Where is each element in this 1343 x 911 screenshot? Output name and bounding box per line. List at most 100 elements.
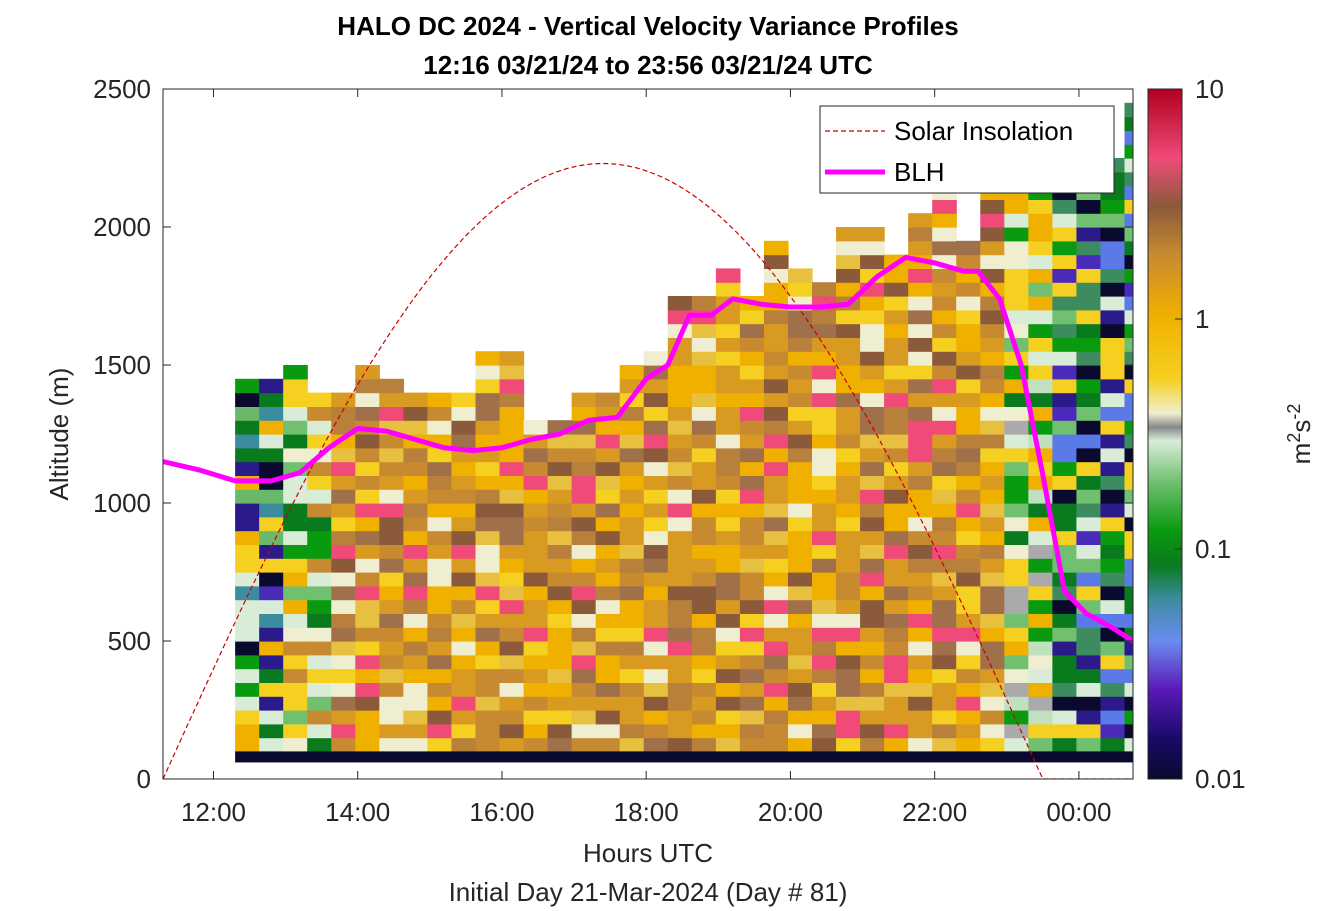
heatmap-cell: [908, 682, 933, 697]
heatmap-cell: [619, 737, 645, 752]
heatmap-cell: [475, 710, 501, 725]
heatmap-cell: [235, 406, 260, 421]
heatmap-cell: [715, 406, 741, 421]
heatmap-cell: [739, 337, 765, 352]
heatmap-cell: [860, 378, 885, 394]
heatmap-cell: [475, 585, 501, 601]
heatmap-cell: [307, 737, 332, 752]
heatmap-cell: [523, 668, 549, 683]
heatmap-cell: [1124, 572, 1133, 587]
heatmap-cell: [787, 710, 813, 725]
heatmap-cell: [908, 737, 933, 752]
heatmap-cell: [836, 723, 861, 739]
heatmap-cell: [379, 585, 404, 601]
heatmap-cell: [1052, 558, 1078, 573]
variance-heatmap: [235, 102, 1133, 763]
heatmap-cell: [355, 710, 380, 725]
heatmap-cell: [643, 599, 669, 614]
heatmap-cell: [763, 682, 789, 697]
heatmap-cell: [355, 696, 380, 711]
heatmap-cell: [884, 447, 909, 463]
heatmap-cell: [355, 723, 380, 739]
heatmap-cell: [235, 544, 260, 559]
heatmap-cell: [1124, 365, 1133, 380]
heatmap-cell: [355, 668, 380, 683]
heatmap-cell: [619, 682, 645, 697]
plot-frame: [162, 88, 1134, 780]
heatmap-cell: [763, 654, 789, 670]
heatmap-cell: [547, 461, 573, 476]
heatmap-cell: [739, 434, 765, 449]
heatmap-cell: [307, 723, 332, 739]
heatmap-cell: [595, 613, 621, 628]
heatmap-cell: [715, 558, 741, 573]
heatmap-cell: [547, 585, 573, 601]
heatmap-cell: [523, 613, 549, 628]
heatmap-cell: [1124, 309, 1133, 325]
heatmap-cell: [884, 268, 909, 283]
heatmap-cell: [980, 406, 1005, 421]
heatmap-cell: [956, 461, 981, 476]
heatmap-cell: [475, 489, 501, 504]
heatmap-cell: [283, 654, 308, 670]
heatmap-cell: [619, 710, 645, 725]
heatmap-cell: [547, 654, 573, 670]
heatmap-cell: [595, 489, 621, 504]
heatmap-cell: [691, 351, 717, 366]
heatmap-cell: [643, 585, 669, 601]
heatmap-cell: [836, 558, 861, 573]
heatmap-cell: [715, 530, 741, 545]
heatmap-cell: [235, 599, 260, 614]
heatmap-cell: [667, 544, 693, 559]
heatmap-cell: [812, 682, 837, 697]
legend: Solar Insolation BLH: [819, 105, 1115, 194]
heatmap-cell: [812, 406, 837, 421]
x-tick-label: 16:00: [469, 797, 534, 827]
y-tick-label: 1500: [93, 350, 151, 380]
heatmap-cell: [643, 434, 669, 449]
heatmap-cell: [1004, 254, 1029, 269]
heatmap-cell: [475, 351, 501, 366]
heatmap-cell: [571, 710, 597, 725]
heatmap-cell: [787, 434, 813, 449]
heatmap-cell: [379, 530, 404, 545]
heatmap-cell: [932, 530, 957, 545]
heatmap-cell: [1052, 296, 1078, 311]
heatmap-cell: [884, 461, 909, 476]
heatmap-cell: [860, 641, 885, 656]
heatmap-cell: [715, 420, 741, 435]
heatmap-cell: [980, 737, 1005, 752]
heatmap-cell: [763, 378, 789, 394]
heatmap-cell: [691, 434, 717, 449]
heatmap-cell: [787, 461, 813, 476]
heatmap-cell: [619, 365, 645, 380]
heatmap-cell: [836, 682, 861, 697]
heatmap-cell: [1124, 723, 1133, 739]
heatmap-cell: [1076, 392, 1102, 407]
heatmap-cell: [1100, 558, 1126, 573]
heatmap-cell: [787, 365, 813, 380]
heatmap-cell: [619, 461, 645, 476]
heatmap-cell: [499, 668, 525, 683]
heatmap-cell: [787, 268, 813, 283]
heatmap-cell: [355, 544, 380, 559]
heatmap-cell: [355, 654, 380, 670]
heatmap-cell: [932, 365, 957, 380]
heatmap-cell: [860, 627, 885, 642]
heatmap-cell: [884, 710, 909, 725]
heatmap-cell: [787, 503, 813, 518]
heatmap-cell: [1028, 296, 1053, 311]
heatmap-cell: [691, 558, 717, 573]
heatmap-cell: [787, 323, 813, 338]
heatmap-cell: [980, 723, 1005, 739]
heatmap-cell: [860, 599, 885, 614]
heatmap-cell: [1124, 171, 1133, 187]
heatmap-cell: [1052, 696, 1078, 711]
heatmap-cell: [691, 627, 717, 642]
heatmap-cell: [643, 447, 669, 463]
heatmap-cell: [403, 406, 429, 421]
heatmap-cell: [1076, 309, 1102, 325]
heatmap-cell: [1124, 213, 1133, 228]
heatmap-cell: [571, 696, 597, 711]
heatmap-cell: [667, 489, 693, 504]
